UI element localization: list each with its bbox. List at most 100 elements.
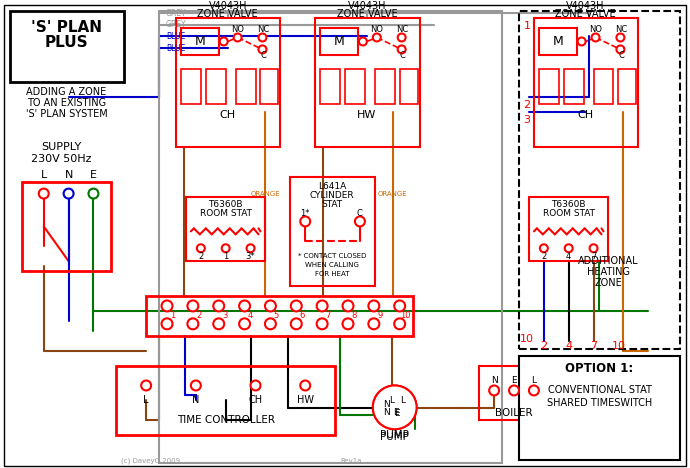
Circle shape [63,189,74,198]
Text: FOR HEAT: FOR HEAT [315,271,349,277]
Text: 3*: 3* [246,252,255,261]
Text: ADDING A ZONE: ADDING A ZONE [26,87,107,97]
Text: C: C [261,51,266,60]
Text: ORANGE: ORANGE [250,190,280,197]
Circle shape [529,386,539,395]
Text: BLUE: BLUE [166,44,186,53]
Text: E: E [90,170,97,180]
Bar [22,182,111,271]
Circle shape [234,34,242,42]
Text: CYLINDER: CYLINDER [310,191,355,200]
Circle shape [39,189,49,198]
Text: E: E [394,409,400,418]
Circle shape [197,244,205,252]
Bar [593,69,613,104]
Circle shape [509,386,519,395]
Bar [235,69,255,104]
Text: ORANGE: ORANGE [378,190,408,197]
Text: TIME CONTROLLER: TIME CONTROLLER [177,415,275,425]
Circle shape [373,386,417,429]
Circle shape [88,189,99,198]
Circle shape [373,386,417,429]
Text: N: N [384,408,390,417]
Text: L641A: L641A [318,182,346,191]
Circle shape [259,45,266,53]
Text: V4043H: V4043H [566,0,605,11]
Circle shape [290,300,302,311]
Text: 3: 3 [524,115,531,125]
Bar [539,69,559,104]
Circle shape [265,318,276,329]
Text: WHEN CALLING: WHEN CALLING [305,262,359,268]
Circle shape [355,217,365,227]
Text: 10: 10 [611,341,625,351]
Text: T6360B: T6360B [208,200,243,209]
Text: N: N [193,395,199,405]
Text: STAT: STAT [322,200,343,209]
Bar [618,69,636,104]
Text: GREY: GREY [166,9,187,18]
Circle shape [397,45,406,53]
Text: TO AN EXISTING: TO AN EXISTING [27,98,106,108]
Text: V4043H: V4043H [208,0,247,11]
Text: 3: 3 [222,311,228,321]
Bar [320,69,340,104]
Text: BLUE: BLUE [166,32,186,41]
Bar [519,356,680,460]
Bar [181,28,219,55]
Circle shape [213,300,224,311]
Text: CH: CH [578,110,593,120]
Text: ZONE VALVE: ZONE VALVE [555,8,616,19]
Circle shape [239,300,250,311]
Text: PLUS: PLUS [45,35,88,50]
Circle shape [373,34,381,42]
Text: E: E [511,376,517,385]
Circle shape [359,37,367,45]
Circle shape [239,318,250,329]
Circle shape [394,300,405,311]
Text: ROOM STAT: ROOM STAT [199,209,252,218]
Text: 9: 9 [377,311,382,321]
Text: T6360B: T6360B [551,200,586,209]
Text: 2: 2 [524,100,531,110]
Text: HEATING: HEATING [587,267,630,277]
Text: V4043H: V4043H [348,0,386,11]
Bar [117,366,335,435]
Text: NC: NC [397,25,408,34]
Bar [529,197,609,261]
Circle shape [489,386,499,395]
Text: M: M [553,35,563,48]
Circle shape [213,318,224,329]
Text: L: L [389,396,394,405]
Circle shape [368,300,380,311]
Text: * CONTACT CLOSED: * CONTACT CLOSED [298,253,366,259]
Text: C: C [618,51,624,60]
Text: NO: NO [231,25,244,34]
Text: NC: NC [257,25,270,34]
Text: 4: 4 [565,341,572,351]
Circle shape [188,318,198,329]
Bar [345,69,365,104]
Text: PUMP: PUMP [380,432,409,442]
Text: 8: 8 [351,311,357,321]
Text: NO: NO [589,25,602,34]
Text: CH: CH [219,110,236,120]
Text: L: L [400,396,405,405]
Text: 7: 7 [326,311,331,321]
Text: C: C [357,209,363,218]
Bar [315,18,420,147]
Text: 1: 1 [524,21,531,30]
Text: 6: 6 [299,311,305,321]
Text: 7: 7 [590,341,597,351]
Circle shape [368,318,380,329]
Text: C: C [400,51,406,60]
Bar [261,69,278,104]
Text: L: L [144,395,149,405]
Circle shape [397,34,406,42]
Circle shape [564,244,573,252]
Bar [539,28,577,55]
Circle shape [188,300,198,311]
Circle shape [589,244,598,252]
Text: ZONE: ZONE [595,278,622,288]
Bar [181,69,201,104]
